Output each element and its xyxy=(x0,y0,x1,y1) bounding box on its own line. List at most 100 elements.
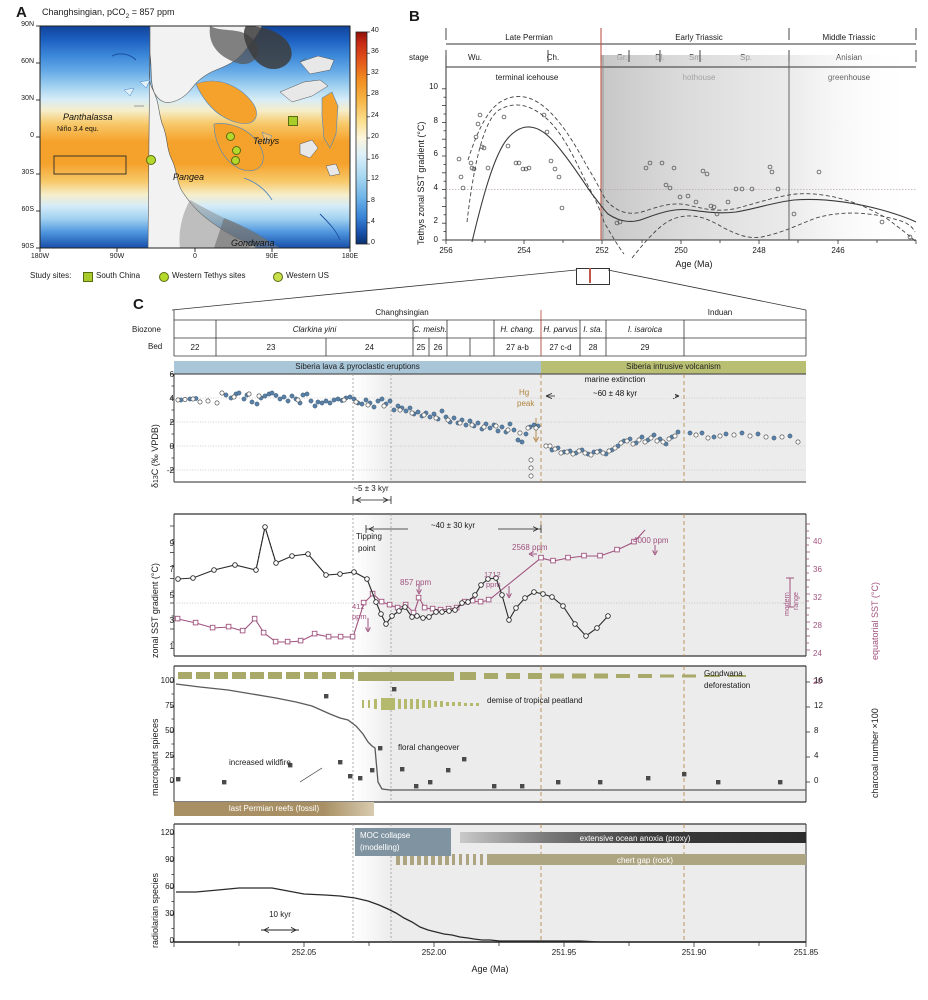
panel-a-label: A xyxy=(16,4,27,21)
scalebar-10kyr-label: 10 kyr xyxy=(269,910,291,919)
charcoal-points xyxy=(176,687,783,789)
co2-annotation-2568: 2568 ppm xyxy=(512,543,548,552)
d13c-ytick-2: 2 xyxy=(169,418,174,427)
radiolarian-plot xyxy=(170,802,807,947)
interval-40kyr-label: ~40 ± 30 kyr xyxy=(408,521,498,530)
legend-marker-south-china xyxy=(83,272,93,282)
panel-c-xtick-2: 251.95 xyxy=(551,948,577,957)
panel-b-zoom-box-boundary xyxy=(589,268,591,283)
d13c-plot xyxy=(170,373,806,483)
sst-ytick-1: 1 xyxy=(169,642,174,651)
radiolarian-ytick-30: 30 xyxy=(165,909,174,918)
eqsst-ytick-40: 40 xyxy=(813,537,822,546)
colorbar-tick-2: 32 xyxy=(371,69,379,76)
increased-wildfire-label: increased wildfire xyxy=(229,758,291,767)
charcoal-ytick-8: 8 xyxy=(814,726,819,735)
panel-b: B Late Permian Early Triassic Middle Tri… xyxy=(404,0,928,290)
floral-changeover-label: floral changeover xyxy=(398,743,460,752)
panel-c-bed-28: 28 xyxy=(588,343,598,352)
moc-collapse-label-2: (modelling) xyxy=(360,843,400,852)
co2-annotation-4000: 4000 ppm xyxy=(633,536,669,545)
panel-c-biozone-c-meish: C. meish. xyxy=(413,325,447,334)
panel-c-bed-row-label: Bed xyxy=(148,342,163,351)
colorbar-tick-5: 20 xyxy=(371,133,379,140)
panel-a-ylabel-4: 30S xyxy=(21,169,34,176)
panel-a-ylabel-1: 60N xyxy=(21,58,34,65)
legend-label-south-china: South China xyxy=(96,271,141,280)
peatland-demise-label: demise of tropical peatland xyxy=(487,696,583,705)
reef-bar xyxy=(174,802,374,816)
legend-marker-western-tethys xyxy=(159,272,169,282)
co2-annotation-412-l1: 412 xyxy=(352,602,365,611)
panel-b-xtick-0: 256 xyxy=(439,246,453,255)
panel-c-bed-27ab: 27 a-b xyxy=(506,343,529,352)
nino-box-label: Niño 3.4 equ. xyxy=(57,126,99,133)
eqsst-ytick-24: 24 xyxy=(813,649,822,658)
panel-c-biozone-h-chang: H. chang. xyxy=(500,325,535,334)
co2-annotation-857: 857 ppm xyxy=(400,578,432,587)
volcanism-bar-intrusive-label: Siberia intrusive volcanism xyxy=(626,362,721,371)
panel-a-ylabel-0: 90N xyxy=(21,21,34,28)
panel-c-xtick-3: 251.90 xyxy=(681,948,707,957)
legend-title: Study sites: xyxy=(30,271,72,280)
eqsst-ytick-36: 36 xyxy=(813,565,822,574)
d13c-ytick-m2: -2 xyxy=(166,466,174,475)
zonal-gradient-markers xyxy=(175,524,611,639)
panel-c-biozone-row-label: Biozone xyxy=(132,325,161,334)
hg-peak-label-1: Hg xyxy=(519,388,530,397)
macroplant-ytick-50: 50 xyxy=(165,726,174,735)
panel-b-epoch-2: Middle Triassic xyxy=(822,33,876,42)
colorbar-tick-4: 24 xyxy=(371,112,379,119)
peatland-demise-bar xyxy=(362,698,479,710)
radiolarian-ytick-120: 120 xyxy=(160,828,174,837)
panel-b-ytick-10: 10 xyxy=(429,82,438,91)
panel-b-stage-row-label: stage xyxy=(409,53,429,62)
panel-c-biozone-i-sta: I. sta. xyxy=(583,325,603,334)
radiolarian-ytick-90: 90 xyxy=(165,855,174,864)
site-marker-western-us xyxy=(146,155,156,165)
chert-gap-bar xyxy=(487,854,806,865)
panel-b-xtick-3: 250 xyxy=(674,246,688,255)
panel-c-biozone-h-parvus: H. parvus xyxy=(543,325,578,334)
gondwana-deforestation-label-1: Gondwana xyxy=(704,669,743,678)
panel-b-ytick-4: 4 xyxy=(433,183,438,192)
ocean-anoxia-label: extensive ocean anoxia (proxy) xyxy=(579,834,691,843)
panel-c-bed-25: 25 xyxy=(416,343,426,352)
panel-a: A Changhsingian, pCO2 = 857 ppm xyxy=(0,0,400,290)
site-marker-west-tethys-2 xyxy=(232,146,241,155)
sst-ytick-5: 5 xyxy=(169,591,174,600)
d13c-ytick-6: 6 xyxy=(169,370,174,379)
d13c-points-open xyxy=(175,390,801,479)
site-marker-south-china xyxy=(288,116,298,126)
co2-annotation-1712-l1: 1712 xyxy=(484,570,501,579)
sst-plot xyxy=(170,513,810,657)
tipping-point-label-2: point xyxy=(358,544,376,553)
panel-b-zoom-box xyxy=(576,268,610,285)
panel-c-connectors xyxy=(171,269,807,311)
macroplant-ytick-100: 100 xyxy=(160,676,174,685)
interval-5kyr-arrow xyxy=(352,496,392,504)
panel-c-stage-induan: Induan xyxy=(707,308,733,317)
panel-c-xlabel: Age (Ma) xyxy=(471,964,509,974)
panel-b-stage-1: Ch. xyxy=(546,53,560,62)
radiolarian-ytick-0: 0 xyxy=(169,936,174,945)
panel-c-bed-22: 22 xyxy=(190,343,200,352)
panel-b-stage-0: Wu. xyxy=(467,53,483,62)
panel-a-title: Changhsingian, pCO2 = 857 ppm xyxy=(42,7,175,20)
panel-c-bed-24: 24 xyxy=(365,343,374,352)
ocean-anoxia-bar xyxy=(460,832,806,843)
panel-c-bed-29: 29 xyxy=(640,343,650,352)
moc-collapse-label-1: MOC collapse xyxy=(360,831,411,840)
panel-c-bed-23: 23 xyxy=(266,343,276,352)
panel-b-ytick-2: 2 xyxy=(433,216,438,225)
nino-box xyxy=(53,155,127,175)
panel-c-strat-grid xyxy=(173,310,807,357)
map-label-pangea: Pangea xyxy=(173,172,205,182)
map-label-tethys: Tethys xyxy=(253,136,280,146)
panel-a-ylabel-3: 0 xyxy=(30,132,34,139)
panel-c-stage-changhsingian: Changhsingian xyxy=(375,308,429,317)
eqsst-ytick-32: 32 xyxy=(813,593,822,602)
panel-c-bed-26: 26 xyxy=(433,343,443,352)
colorbar-tick-8: 8 xyxy=(371,197,375,204)
